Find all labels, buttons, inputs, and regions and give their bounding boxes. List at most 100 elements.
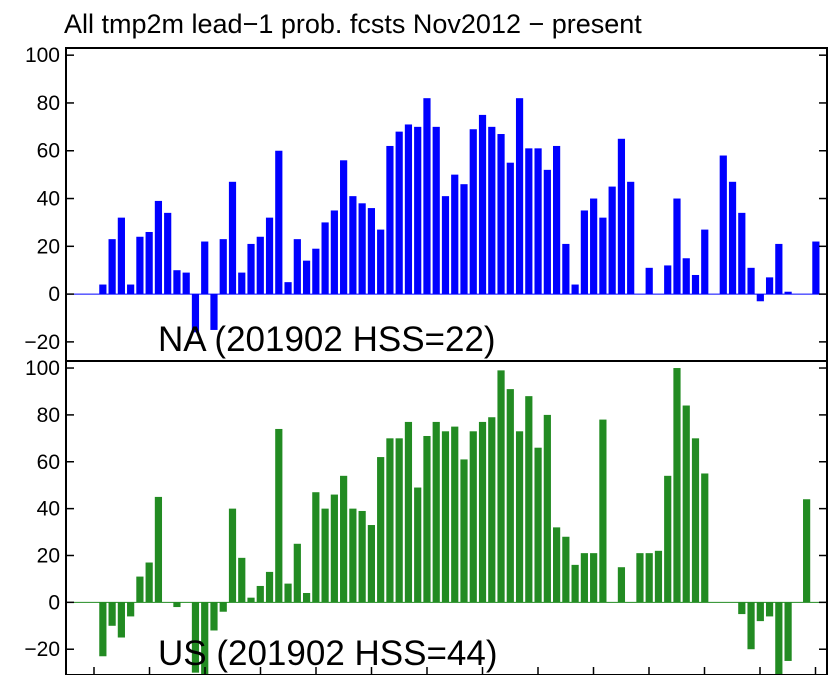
bar [488,126,496,295]
bar [590,198,598,295]
bar [756,602,764,622]
bar [228,508,237,603]
bar [117,602,125,638]
bar [284,583,292,603]
bar [534,148,542,295]
bar [747,267,755,295]
bar [404,124,413,295]
bar [451,174,459,295]
bar [654,550,663,603]
bar [312,492,320,603]
bar [460,459,468,603]
bar [617,138,626,295]
bar [738,602,746,615]
bar [497,370,505,603]
bar [469,431,477,603]
chart-title: All tmp2m lead−1 prob. fcsts Nov2012 − p… [64,9,642,39]
bar [636,553,644,603]
bar [432,421,440,603]
bar [340,160,348,295]
bar [127,602,135,617]
plot-frame [65,360,828,675]
bar [145,562,153,603]
y-tick-label: 60 [37,140,60,163]
bar [775,602,783,675]
bar [219,602,227,612]
bar [182,272,190,295]
bar [210,294,218,330]
bar [423,435,431,603]
y-tick-label: 100 [25,44,60,67]
bar [432,126,440,295]
bar [812,241,820,295]
y-tick-label: 20 [37,544,60,567]
bar [136,576,144,603]
bar [534,447,542,603]
bar [497,134,505,295]
y-tick-label: 0 [48,283,60,306]
bar [395,131,403,295]
bar [571,564,579,603]
bar [191,294,200,333]
bar [599,217,607,295]
bar [765,602,774,617]
bar [562,243,570,295]
bar [154,496,163,603]
bar [488,417,496,603]
bar [117,217,125,295]
y-tick-label: 60 [37,451,60,474]
bar [321,222,329,295]
bar [293,543,301,603]
bar [395,438,403,603]
bar [590,553,598,603]
bar [358,510,366,603]
bar [553,145,561,295]
bar [562,536,570,603]
y-tick-label: −20 [24,331,60,354]
bar [515,98,524,295]
panel-na: −20 0 20 40 60 80 100 NA (201902 HSS=22) [24,44,828,362]
bar [580,553,588,603]
bars-0 [99,98,820,333]
bar [367,525,375,603]
bar [478,114,487,295]
bar [108,602,116,626]
bar [543,414,551,603]
bar [404,421,413,603]
bar [108,239,116,295]
bar [673,368,681,603]
y-tick-label: 80 [37,404,60,427]
bar [719,155,727,295]
bar [691,274,700,295]
bar [238,557,246,603]
bar [99,602,107,657]
bar [256,585,264,603]
bar [136,236,144,295]
bar [701,473,709,603]
bar [580,210,588,295]
bar [691,438,700,603]
bar [201,241,209,295]
bar [803,499,811,603]
bar [302,592,311,603]
bar [747,602,755,650]
bar [525,396,533,603]
bar [553,527,561,603]
bar [765,277,774,295]
bars-1 [99,368,811,675]
bar [145,231,153,295]
bar [414,487,422,603]
bar [682,405,690,603]
bar [321,508,329,603]
bar [127,284,135,295]
bar [441,431,450,603]
bar [275,150,283,295]
bar [571,284,579,295]
bar [284,282,292,295]
bar [645,553,653,603]
bar [265,217,274,295]
bar [275,428,283,603]
bar [414,126,422,295]
bar [173,270,181,295]
